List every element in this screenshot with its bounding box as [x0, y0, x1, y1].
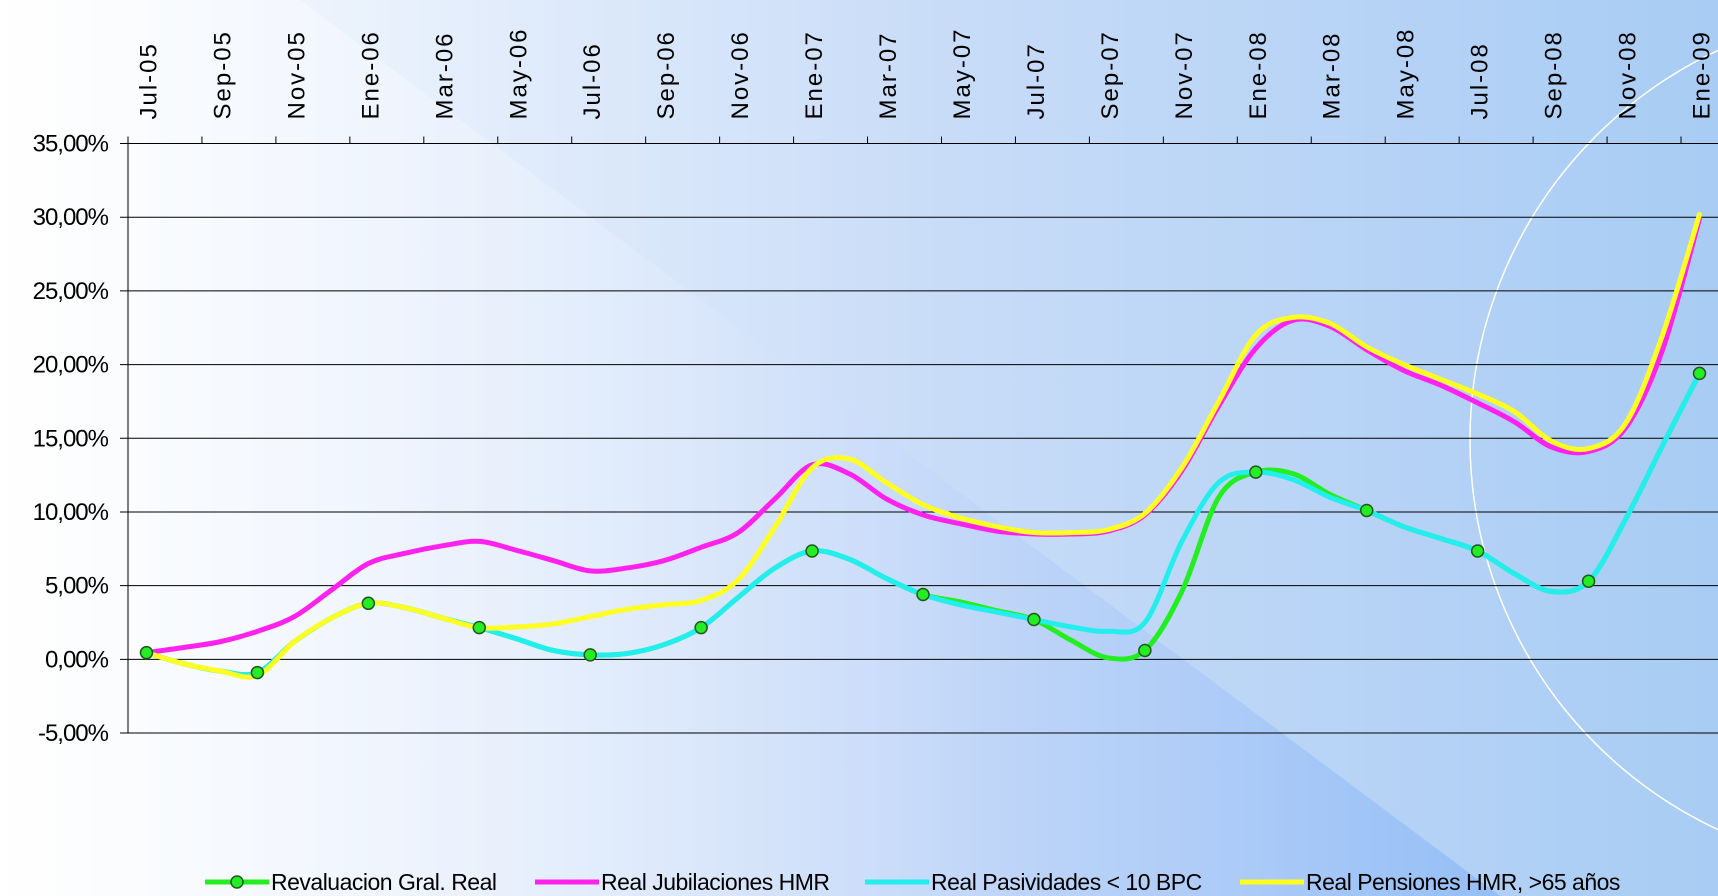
x-tick-label: Sep-06 [653, 30, 680, 119]
marker [1692, 366, 1707, 381]
x-tick-label: Mar-07 [875, 31, 902, 119]
marker [805, 544, 819, 558]
marker [916, 587, 930, 602]
x-tick-label: Nov-08 [1615, 30, 1642, 119]
marker [139, 645, 154, 660]
x-tick-label: May-08 [1393, 27, 1420, 119]
background-arc [1469, 49, 1718, 831]
y-tick-label: 5,00% [45, 573, 109, 600]
legend-label: Real Pasividades < 10 BPC [931, 869, 1202, 895]
x-tick-label: Jul-08 [1467, 42, 1494, 119]
legend-label: Revaluacion Gral. Real [271, 869, 497, 895]
x-tick-label: Jul-07 [1023, 42, 1050, 119]
legend-marker [230, 875, 244, 889]
x-tick-label: Ene-08 [1245, 30, 1272, 119]
marker [1027, 612, 1041, 627]
y-tick-label: 10,00% [33, 499, 109, 526]
x-tick-label: Nov-07 [1171, 30, 1198, 119]
y-tick-label: 0,00% [45, 646, 109, 673]
x-tick-label: Mar-06 [431, 31, 458, 119]
marker [472, 620, 487, 635]
x-tick-label: Sep-07 [1097, 30, 1124, 119]
marker [583, 648, 597, 662]
y-tick-label: 20,00% [33, 352, 109, 379]
x-tick-label: Sep-05 [209, 30, 236, 119]
y-tick-label: 15,00% [33, 425, 109, 452]
background-shape [0, 0, 1500, 896]
y-tick-label: -5,00% [38, 720, 109, 747]
x-tick-label: Ene-09 [1689, 30, 1716, 119]
y-tick-label: 35,00% [33, 131, 109, 158]
background-shape [300, 0, 1500, 896]
marker [1581, 574, 1596, 588]
x-tick-label: Ene-07 [801, 30, 828, 119]
x-tick-label: Nov-05 [283, 30, 310, 119]
x-tick-label: Ene-06 [357, 30, 384, 119]
legend-label: Real Jubilaciones HMR [601, 869, 830, 895]
x-tick-label: Sep-08 [1541, 30, 1568, 119]
series-line [143, 211, 1703, 680]
y-tick-label: 30,00% [33, 204, 109, 231]
x-tick-label: May-06 [505, 27, 532, 119]
x-tick-label: May-07 [949, 27, 976, 119]
x-tick-label: Mar-08 [1319, 31, 1346, 119]
y-tick-label: 25,00% [33, 278, 109, 305]
series-line [143, 216, 1703, 656]
marker [1138, 643, 1152, 658]
marker [694, 620, 708, 635]
marker [1359, 503, 1374, 518]
legend-label: Real Pensiones HMR, >65 años [1306, 869, 1620, 895]
x-tick-label: Jul-06 [579, 42, 606, 119]
marker [361, 596, 376, 611]
marker [1249, 465, 1263, 479]
marker [250, 665, 265, 680]
x-tick-label: Nov-06 [727, 30, 754, 119]
marker [1470, 544, 1485, 558]
x-tick-label: Jul-05 [135, 42, 162, 119]
